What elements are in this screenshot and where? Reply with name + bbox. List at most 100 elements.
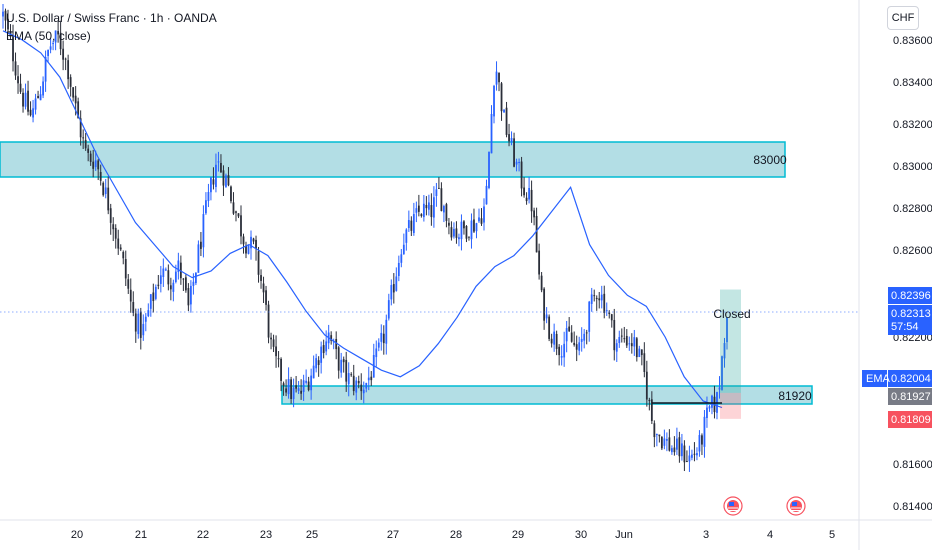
candle bbox=[315, 353, 318, 373]
candle-body bbox=[12, 35, 14, 62]
candle-body bbox=[197, 244, 200, 273]
candle-body bbox=[410, 220, 413, 231]
economic-event-icon[interactable] bbox=[786, 496, 806, 516]
candle bbox=[543, 287, 546, 330]
candle-body bbox=[382, 333, 385, 344]
candle bbox=[275, 335, 277, 368]
candle-body bbox=[387, 300, 390, 319]
candle bbox=[523, 177, 525, 198]
candle-body bbox=[337, 347, 340, 371]
candle-body bbox=[703, 416, 706, 447]
candle-body bbox=[139, 311, 142, 338]
candle-body bbox=[164, 269, 167, 271]
candle-body bbox=[525, 197, 528, 202]
candle bbox=[483, 198, 485, 231]
currency-button[interactable]: CHF bbox=[887, 6, 919, 30]
ema-indicator-legend[interactable]: EMA (50, close) bbox=[6, 29, 91, 43]
candle bbox=[432, 186, 435, 228]
candle bbox=[578, 336, 581, 356]
candle-body bbox=[240, 215, 242, 237]
candle bbox=[134, 308, 137, 343]
entry-price-badge-bg bbox=[888, 388, 932, 405]
loss-zone bbox=[720, 392, 741, 419]
candle-body bbox=[580, 338, 583, 342]
candle-body bbox=[640, 349, 643, 356]
stop-price-badge: 0.81809 bbox=[888, 411, 932, 428]
candle-body bbox=[420, 214, 423, 216]
candle bbox=[322, 339, 325, 359]
candle bbox=[227, 167, 230, 187]
candle bbox=[137, 308, 140, 339]
price-tick-label: 0.81600 bbox=[893, 459, 932, 471]
candle-body bbox=[520, 161, 523, 189]
candle-body bbox=[613, 320, 616, 351]
candle bbox=[498, 72, 500, 92]
candle-body bbox=[245, 245, 247, 254]
candle bbox=[7, 9, 9, 34]
stop-price-badge-bg bbox=[888, 411, 932, 428]
time-tick-label: 5 bbox=[829, 529, 835, 541]
candle-body bbox=[385, 319, 388, 344]
candle-body bbox=[638, 348, 641, 358]
candle-body bbox=[37, 96, 39, 99]
candle bbox=[14, 52, 17, 80]
candle-body bbox=[32, 108, 34, 118]
candle-body bbox=[665, 438, 668, 441]
candle bbox=[89, 150, 92, 166]
candle-body bbox=[427, 202, 430, 210]
candle bbox=[530, 180, 533, 223]
candle-body bbox=[593, 295, 596, 297]
candle bbox=[628, 336, 631, 351]
candle bbox=[382, 325, 385, 355]
candle bbox=[503, 108, 505, 113]
candle bbox=[302, 374, 305, 401]
candle bbox=[337, 346, 340, 379]
candle bbox=[417, 194, 420, 217]
candle bbox=[92, 149, 95, 178]
candle bbox=[372, 343, 375, 378]
candle-body bbox=[79, 118, 82, 138]
price-tick-label: 0.81400 bbox=[893, 501, 932, 513]
candle bbox=[82, 129, 85, 149]
candle-body bbox=[152, 292, 155, 302]
economic-event-icon[interactable] bbox=[723, 496, 743, 516]
candle bbox=[633, 329, 636, 356]
candle-body bbox=[440, 188, 443, 211]
candle bbox=[129, 278, 132, 313]
candle-body bbox=[267, 304, 270, 338]
candle-body bbox=[230, 186, 232, 202]
candle-body bbox=[149, 294, 152, 309]
candle-body bbox=[59, 32, 62, 50]
candle bbox=[360, 373, 363, 400]
resistance-zone-label: 83000 bbox=[753, 153, 787, 167]
candle-body bbox=[29, 109, 32, 116]
candle-body bbox=[595, 297, 598, 300]
candle-body bbox=[275, 346, 277, 357]
candle-body bbox=[262, 283, 265, 293]
candle bbox=[550, 333, 553, 348]
candle-body bbox=[598, 298, 601, 301]
candle-body bbox=[718, 387, 721, 390]
candle bbox=[696, 447, 698, 461]
candle-body bbox=[235, 211, 237, 213]
candle-body bbox=[603, 293, 606, 313]
candle bbox=[52, 40, 55, 51]
candle-body bbox=[127, 279, 130, 289]
candle-body bbox=[119, 247, 122, 250]
candle-body bbox=[177, 260, 180, 272]
candle bbox=[64, 57, 67, 71]
candle-body bbox=[723, 343, 726, 359]
candle bbox=[300, 379, 303, 400]
candle-body bbox=[478, 217, 480, 222]
candle-body bbox=[67, 60, 70, 80]
candle bbox=[290, 376, 292, 404]
ema-line bbox=[2, 30, 723, 409]
candle bbox=[144, 313, 147, 332]
candle bbox=[693, 442, 696, 462]
candle bbox=[240, 205, 242, 245]
candle-body bbox=[590, 294, 593, 304]
candle bbox=[4, 8, 7, 32]
candle bbox=[681, 433, 683, 461]
